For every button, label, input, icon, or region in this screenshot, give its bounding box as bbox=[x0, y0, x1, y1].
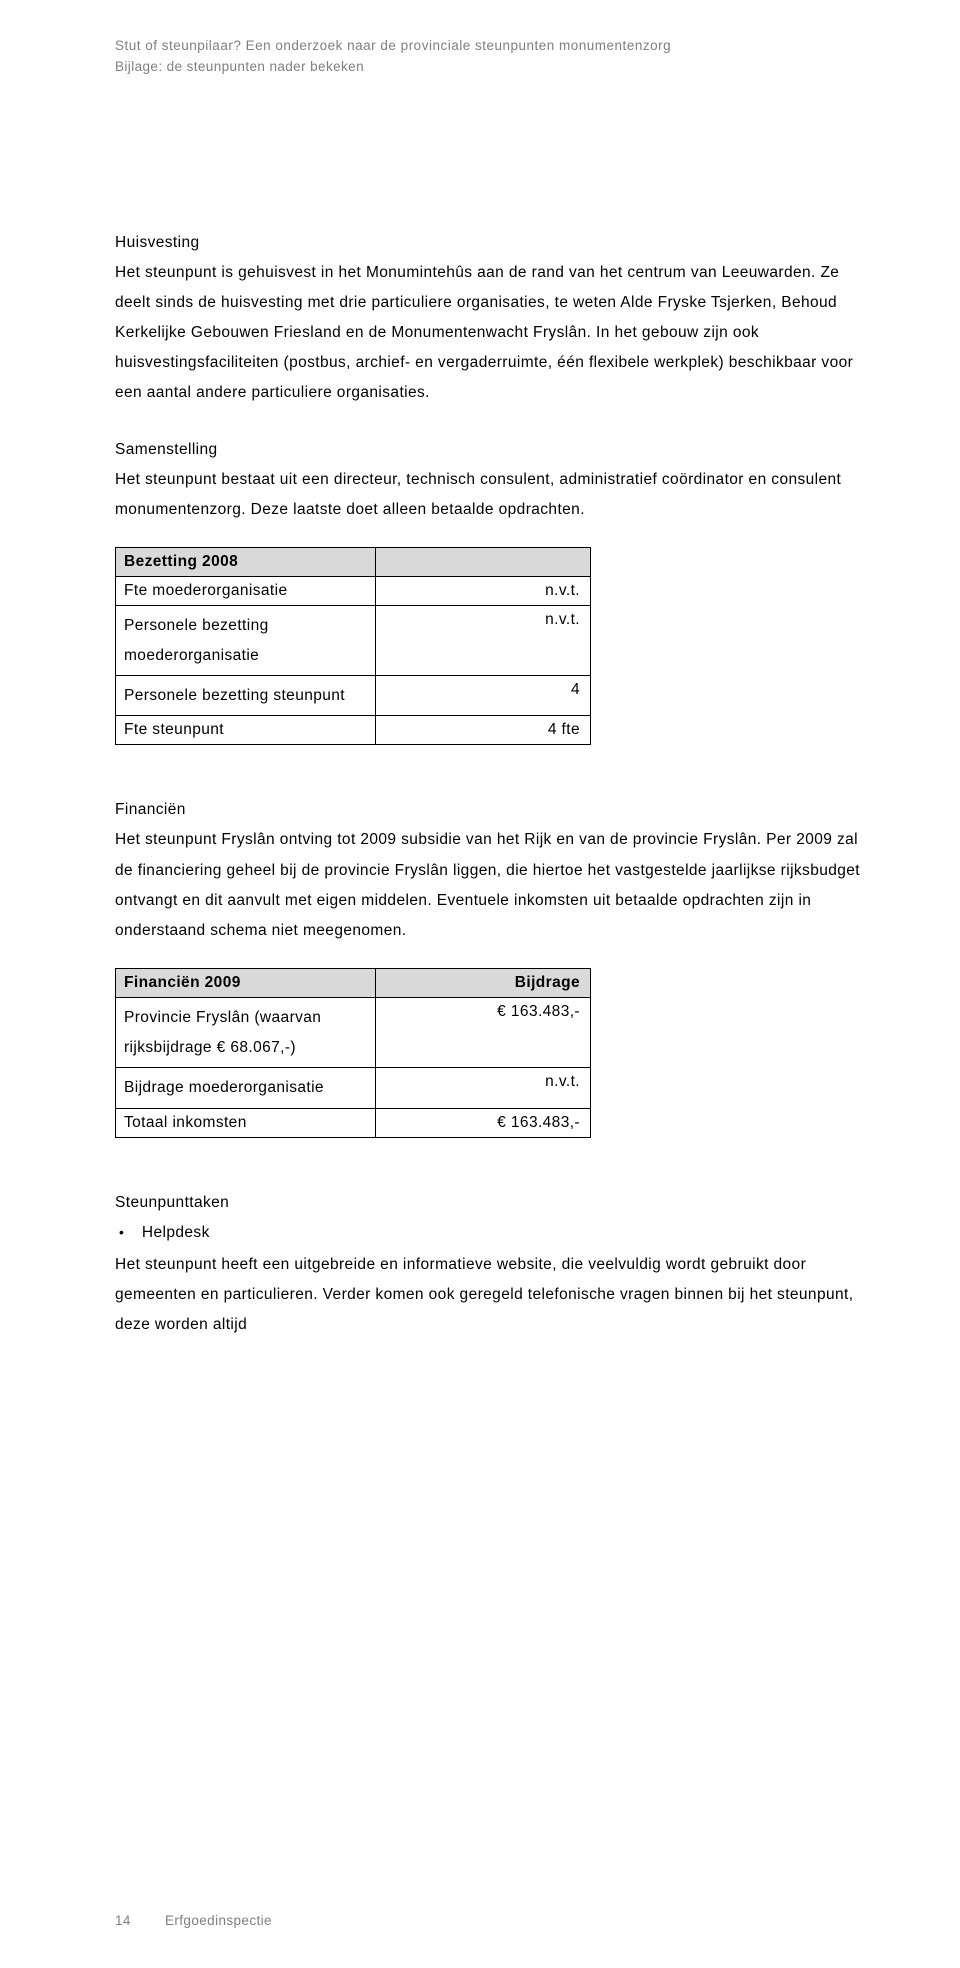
table-cell: Bijdrage moederorganisatie bbox=[116, 1068, 376, 1108]
section-heading-steunpunttaken: Steunpunttaken bbox=[115, 1194, 860, 1212]
table-row: Fte steunpunt 4 fte bbox=[116, 716, 591, 745]
section-body-financien: Het steunpunt Fryslân ontving tot 2009 s… bbox=[115, 825, 860, 946]
table-cell: € 163.483,- bbox=[376, 1108, 591, 1137]
table-row: Personele bezetting steunpunt 4 bbox=[116, 676, 591, 716]
bullet-icon: • bbox=[119, 1224, 124, 1240]
bullet-item: • Helpdesk bbox=[119, 1218, 860, 1248]
section-body-samenstelling: Het steunpunt bestaat uit een directeur,… bbox=[115, 465, 860, 525]
table-cell: 4 fte bbox=[376, 716, 591, 745]
page-footer: 14 Erfgoedinspectie bbox=[115, 1913, 272, 1928]
table-cell: Totaal inkomsten bbox=[116, 1108, 376, 1137]
table-header-cell: Bijdrage bbox=[376, 969, 591, 998]
page-number: 14 bbox=[115, 1913, 131, 1928]
table-cell: Personele bezetting steunpunt bbox=[116, 676, 376, 716]
footer-org: Erfgoedinspectie bbox=[165, 1913, 272, 1928]
table-row: Bijdrage moederorganisatie n.v.t. bbox=[116, 1068, 591, 1108]
section-heading-huisvesting: Huisvesting bbox=[115, 234, 860, 252]
table-row: Personele bezetting moederorganisatie n.… bbox=[116, 606, 591, 676]
table-financien: Financiën 2009 Bijdrage Provincie Fryslâ… bbox=[115, 968, 591, 1137]
table-cell: Fte steunpunt bbox=[116, 716, 376, 745]
running-subtitle: Bijlage: de steunpunten nader bekeken bbox=[115, 59, 860, 74]
table-cell: Fte moederorganisatie bbox=[116, 577, 376, 606]
table-cell: 4 bbox=[376, 676, 591, 716]
document-page: Stut of steunpilaar? Een onderzoek naar … bbox=[0, 0, 960, 1968]
table-cell: n.v.t. bbox=[376, 1068, 591, 1108]
table-header-cell: Financiën 2009 bbox=[116, 969, 376, 998]
table-row: Totaal inkomsten € 163.483,- bbox=[116, 1108, 591, 1137]
table-cell: Personele bezetting moederorganisatie bbox=[116, 606, 376, 676]
table-row: Bezetting 2008 bbox=[116, 548, 591, 577]
table-header-cell bbox=[376, 548, 591, 577]
running-title: Stut of steunpilaar? Een onderzoek naar … bbox=[115, 35, 860, 57]
section-heading-samenstelling: Samenstelling bbox=[115, 441, 860, 459]
table-cell: n.v.t. bbox=[376, 606, 591, 676]
section-body-huisvesting: Het steunpunt is gehuisvest in het Monum… bbox=[115, 258, 860, 409]
table-row: Financiën 2009 Bijdrage bbox=[116, 969, 591, 998]
table-bezetting: Bezetting 2008 Fte moederorganisatie n.v… bbox=[115, 547, 591, 745]
bullet-label: Helpdesk bbox=[142, 1218, 210, 1248]
section-heading-financien: Financiën bbox=[115, 801, 860, 819]
table-cell: € 163.483,- bbox=[376, 998, 591, 1068]
table-row: Provincie Fryslân (waarvan rijksbijdrage… bbox=[116, 998, 591, 1068]
section-body-steunpunttaken: Het steunpunt heeft een uitgebreide en i… bbox=[115, 1250, 860, 1341]
table-header-cell: Bezetting 2008 bbox=[116, 548, 376, 577]
table-cell: Provincie Fryslân (waarvan rijksbijdrage… bbox=[116, 998, 376, 1068]
table-cell: n.v.t. bbox=[376, 577, 591, 606]
table-row: Fte moederorganisatie n.v.t. bbox=[116, 577, 591, 606]
